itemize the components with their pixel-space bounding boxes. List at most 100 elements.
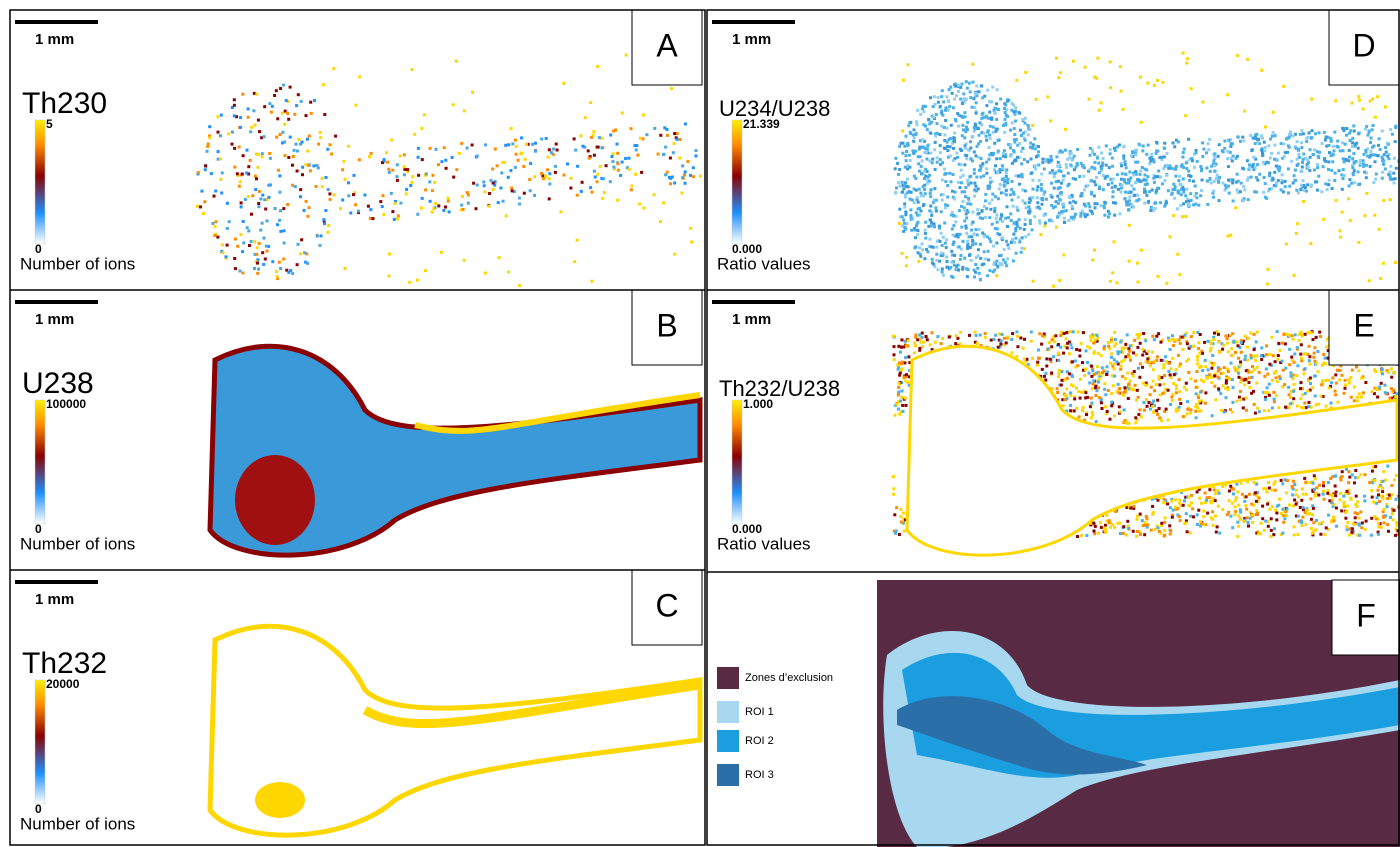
- pixel: [279, 209, 283, 213]
- pixel: [1267, 353, 1271, 357]
- pixel: [1169, 376, 1173, 380]
- pixel: [1255, 482, 1259, 486]
- pixel: [1180, 335, 1184, 339]
- pixel: [1309, 242, 1313, 245]
- pixel: [1369, 150, 1373, 153]
- pixel: [1090, 165, 1094, 169]
- pixel: [1161, 359, 1165, 362]
- pixel: [1194, 202, 1198, 206]
- pixel: [1192, 330, 1196, 334]
- pixel: [1198, 333, 1202, 336]
- pixel: [954, 264, 958, 268]
- pixel: [894, 156, 898, 160]
- pixel: [1368, 99, 1372, 103]
- pixel: [965, 154, 969, 158]
- pixel: [972, 168, 976, 172]
- pixel: [1382, 521, 1386, 525]
- pixel: [590, 135, 594, 139]
- pixel: [1250, 502, 1254, 506]
- pixel: [569, 176, 573, 180]
- pixel: [1388, 396, 1392, 400]
- pixel: [965, 209, 969, 212]
- pixel: [1086, 395, 1090, 399]
- pixel: [1287, 136, 1291, 140]
- pixel: [1143, 201, 1147, 205]
- pixel: [1138, 75, 1142, 79]
- pixel: [977, 133, 981, 137]
- pixel: [1344, 157, 1348, 161]
- pixel: [1106, 209, 1110, 213]
- pixel: [1377, 525, 1381, 529]
- pixel: [1024, 359, 1028, 363]
- pixel: [1157, 374, 1161, 378]
- pixel: [1310, 97, 1314, 101]
- pixel: [1105, 370, 1109, 374]
- pixel: [1231, 487, 1235, 491]
- pixel: [1150, 152, 1154, 156]
- pixel: [504, 143, 508, 147]
- pixel: [1256, 530, 1260, 534]
- pixel: [1144, 523, 1147, 527]
- pixel: [1256, 163, 1259, 167]
- pixel: [1278, 349, 1282, 353]
- pixel: [1174, 387, 1178, 391]
- pixel: [944, 180, 948, 184]
- pixel: [1329, 154, 1333, 158]
- pixel: [966, 120, 970, 124]
- pixel: [1242, 378, 1246, 382]
- pixel: [1097, 108, 1101, 112]
- pixel: [320, 185, 324, 189]
- pixel: [940, 95, 944, 99]
- pixel: [1262, 528, 1266, 532]
- pixel: [1376, 95, 1380, 99]
- pixel: [380, 205, 384, 209]
- pixel: [1381, 479, 1385, 483]
- pixel: [914, 149, 918, 153]
- pixel: [1215, 330, 1219, 334]
- pixel: [1371, 481, 1375, 485]
- pixel: [1156, 175, 1160, 179]
- pixel: [455, 168, 459, 172]
- pixel: [1382, 470, 1386, 473]
- pixel: [1296, 222, 1300, 226]
- pixel: [1324, 182, 1328, 186]
- pixel: [279, 229, 283, 233]
- pixel: [588, 155, 592, 159]
- pixel: [1306, 183, 1310, 187]
- pixel: [1284, 510, 1288, 514]
- pixel: [1221, 371, 1225, 375]
- pixel: [1173, 145, 1177, 149]
- pixel: [995, 213, 999, 217]
- pixel: [597, 136, 601, 140]
- pixel: [307, 163, 311, 167]
- pixel: [979, 175, 983, 179]
- pixel: [974, 184, 978, 188]
- pixel: [267, 244, 271, 248]
- pixel: [1241, 339, 1245, 343]
- pixel: [1104, 144, 1108, 148]
- pixel: [985, 207, 989, 211]
- pixel: [225, 201, 229, 205]
- pixel: [1194, 385, 1198, 389]
- pixel: [1044, 197, 1048, 201]
- pixel: [982, 262, 986, 266]
- pixel: [1203, 401, 1207, 405]
- pixel: [922, 340, 926, 344]
- pixel: [961, 200, 965, 203]
- pixel: [1072, 217, 1075, 221]
- pixel: [1297, 147, 1301, 151]
- pixel: [474, 207, 478, 211]
- pixel: [1014, 229, 1018, 233]
- pixel: [324, 209, 328, 212]
- pixel: [572, 137, 576, 141]
- pixel: [267, 183, 271, 187]
- pixel: [1157, 377, 1161, 381]
- pixel: [1184, 512, 1188, 516]
- pixel: [1257, 137, 1261, 141]
- pixel: [1224, 334, 1228, 338]
- pixel: [1249, 356, 1253, 360]
- pixel: [901, 511, 905, 515]
- pixel: [1087, 169, 1091, 173]
- pixel: [1252, 402, 1256, 406]
- pixel: [923, 139, 926, 143]
